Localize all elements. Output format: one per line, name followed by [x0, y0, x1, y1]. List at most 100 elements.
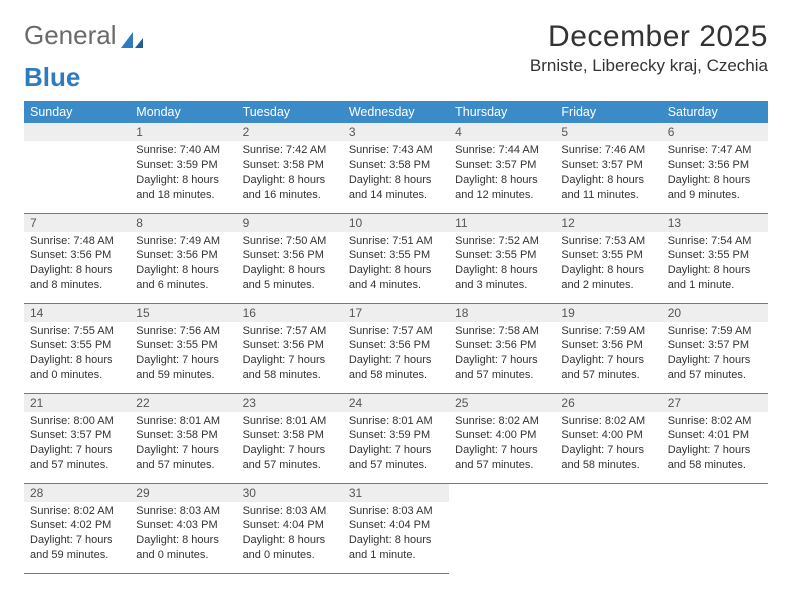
day-number: 27 [662, 394, 768, 412]
day-number: 26 [555, 394, 661, 412]
day-number: 2 [237, 123, 343, 141]
calendar-day-cell: 2Sunrise: 7:42 AMSunset: 3:58 PMDaylight… [237, 123, 343, 213]
calendar-day-cell: 7Sunrise: 7:48 AMSunset: 3:56 PMDaylight… [24, 213, 130, 303]
day-details: Sunrise: 7:46 AMSunset: 3:57 PMDaylight:… [555, 141, 661, 206]
calendar-week-row: 14Sunrise: 7:55 AMSunset: 3:55 PMDayligh… [24, 303, 768, 393]
day-number: 22 [130, 394, 236, 412]
calendar-day-cell: 22Sunrise: 8:01 AMSunset: 3:58 PMDayligh… [130, 393, 236, 483]
day-number: 6 [662, 123, 768, 141]
day-details: Sunrise: 7:51 AMSunset: 3:55 PMDaylight:… [343, 232, 449, 297]
calendar-week-row: 7Sunrise: 7:48 AMSunset: 3:56 PMDaylight… [24, 213, 768, 303]
day-details: Sunrise: 8:01 AMSunset: 3:58 PMDaylight:… [130, 412, 236, 477]
calendar-table: Sunday Monday Tuesday Wednesday Thursday… [24, 101, 768, 574]
day-number: 12 [555, 214, 661, 232]
calendar-day-cell: 4Sunrise: 7:44 AMSunset: 3:57 PMDaylight… [449, 123, 555, 213]
day-details: Sunrise: 8:03 AMSunset: 4:03 PMDaylight:… [130, 502, 236, 567]
day-header: Monday [130, 101, 236, 123]
calendar-day-cell: 29Sunrise: 8:03 AMSunset: 4:03 PMDayligh… [130, 483, 236, 573]
day-number: 20 [662, 304, 768, 322]
calendar-day-cell: 1Sunrise: 7:40 AMSunset: 3:59 PMDaylight… [130, 123, 236, 213]
day-number: 29 [130, 484, 236, 502]
day-number: 11 [449, 214, 555, 232]
day-details: Sunrise: 8:02 AMSunset: 4:00 PMDaylight:… [449, 412, 555, 477]
day-number: 9 [237, 214, 343, 232]
logo-text-blue: Blue [24, 62, 80, 92]
day-details: Sunrise: 7:50 AMSunset: 3:56 PMDaylight:… [237, 232, 343, 297]
calendar-day-cell: 14Sunrise: 7:55 AMSunset: 3:55 PMDayligh… [24, 303, 130, 393]
day-number: 13 [662, 214, 768, 232]
day-details: Sunrise: 7:44 AMSunset: 3:57 PMDaylight:… [449, 141, 555, 206]
calendar-day-cell [449, 483, 555, 573]
calendar-day-cell: 28Sunrise: 8:02 AMSunset: 4:02 PMDayligh… [24, 483, 130, 573]
day-header-row: Sunday Monday Tuesday Wednesday Thursday… [24, 101, 768, 123]
day-number: 7 [24, 214, 130, 232]
day-details: Sunrise: 7:57 AMSunset: 3:56 PMDaylight:… [237, 322, 343, 387]
day-number: 30 [237, 484, 343, 502]
calendar-day-cell: 8Sunrise: 7:49 AMSunset: 3:56 PMDaylight… [130, 213, 236, 303]
day-number: 5 [555, 123, 661, 141]
day-number: 31 [343, 484, 449, 502]
calendar-day-cell: 5Sunrise: 7:46 AMSunset: 3:57 PMDaylight… [555, 123, 661, 213]
day-header: Sunday [24, 101, 130, 123]
day-number: 18 [449, 304, 555, 322]
calendar-day-cell [24, 123, 130, 213]
day-details: Sunrise: 7:59 AMSunset: 3:56 PMDaylight:… [555, 322, 661, 387]
day-number: 28 [24, 484, 130, 502]
day-details: Sunrise: 7:58 AMSunset: 3:56 PMDaylight:… [449, 322, 555, 387]
day-details: Sunrise: 7:48 AMSunset: 3:56 PMDaylight:… [24, 232, 130, 297]
day-number: 17 [343, 304, 449, 322]
day-details: Sunrise: 8:02 AMSunset: 4:01 PMDaylight:… [662, 412, 768, 477]
day-details: Sunrise: 8:00 AMSunset: 3:57 PMDaylight:… [24, 412, 130, 477]
calendar-day-cell: 11Sunrise: 7:52 AMSunset: 3:55 PMDayligh… [449, 213, 555, 303]
day-details: Sunrise: 8:01 AMSunset: 3:58 PMDaylight:… [237, 412, 343, 477]
logo-text-general: General [24, 20, 117, 51]
day-details: Sunrise: 8:02 AMSunset: 4:02 PMDaylight:… [24, 502, 130, 567]
day-number: 14 [24, 304, 130, 322]
day-details: Sunrise: 7:40 AMSunset: 3:59 PMDaylight:… [130, 141, 236, 206]
day-details: Sunrise: 8:02 AMSunset: 4:00 PMDaylight:… [555, 412, 661, 477]
day-number: 10 [343, 214, 449, 232]
calendar-day-cell: 10Sunrise: 7:51 AMSunset: 3:55 PMDayligh… [343, 213, 449, 303]
day-details: Sunrise: 7:59 AMSunset: 3:57 PMDaylight:… [662, 322, 768, 387]
calendar-day-cell: 13Sunrise: 7:54 AMSunset: 3:55 PMDayligh… [662, 213, 768, 303]
day-details: Sunrise: 7:55 AMSunset: 3:55 PMDaylight:… [24, 322, 130, 387]
calendar-day-cell: 25Sunrise: 8:02 AMSunset: 4:00 PMDayligh… [449, 393, 555, 483]
day-number: 23 [237, 394, 343, 412]
day-details: Sunrise: 7:43 AMSunset: 3:58 PMDaylight:… [343, 141, 449, 206]
calendar-day-cell: 9Sunrise: 7:50 AMSunset: 3:56 PMDaylight… [237, 213, 343, 303]
calendar-day-cell [662, 483, 768, 573]
day-number: 15 [130, 304, 236, 322]
calendar-day-cell: 16Sunrise: 7:57 AMSunset: 3:56 PMDayligh… [237, 303, 343, 393]
calendar-week-row: 1Sunrise: 7:40 AMSunset: 3:59 PMDaylight… [24, 123, 768, 213]
day-details: Sunrise: 7:56 AMSunset: 3:55 PMDaylight:… [130, 322, 236, 387]
day-number: 21 [24, 394, 130, 412]
day-details: Sunrise: 7:54 AMSunset: 3:55 PMDaylight:… [662, 232, 768, 297]
day-number: 8 [130, 214, 236, 232]
day-header: Wednesday [343, 101, 449, 123]
day-number: 1 [130, 123, 236, 141]
calendar-body: 1Sunrise: 7:40 AMSunset: 3:59 PMDaylight… [24, 123, 768, 573]
day-details: Sunrise: 8:03 AMSunset: 4:04 PMDaylight:… [343, 502, 449, 567]
calendar-day-cell: 27Sunrise: 8:02 AMSunset: 4:01 PMDayligh… [662, 393, 768, 483]
day-details: Sunrise: 8:03 AMSunset: 4:04 PMDaylight:… [237, 502, 343, 567]
calendar-day-cell: 30Sunrise: 8:03 AMSunset: 4:04 PMDayligh… [237, 483, 343, 573]
calendar-day-cell: 26Sunrise: 8:02 AMSunset: 4:00 PMDayligh… [555, 393, 661, 483]
day-number: 3 [343, 123, 449, 141]
day-header: Friday [555, 101, 661, 123]
calendar-day-cell: 3Sunrise: 7:43 AMSunset: 3:58 PMDaylight… [343, 123, 449, 213]
calendar-day-cell: 12Sunrise: 7:53 AMSunset: 3:55 PMDayligh… [555, 213, 661, 303]
day-number: 25 [449, 394, 555, 412]
day-header: Thursday [449, 101, 555, 123]
day-details: Sunrise: 7:47 AMSunset: 3:56 PMDaylight:… [662, 141, 768, 206]
calendar-page: General December 2025 Brniste, Liberecky… [0, 0, 792, 574]
calendar-day-cell: 21Sunrise: 8:00 AMSunset: 3:57 PMDayligh… [24, 393, 130, 483]
calendar-day-cell: 17Sunrise: 7:57 AMSunset: 3:56 PMDayligh… [343, 303, 449, 393]
day-details: Sunrise: 7:53 AMSunset: 3:55 PMDaylight:… [555, 232, 661, 297]
calendar-day-cell: 18Sunrise: 7:58 AMSunset: 3:56 PMDayligh… [449, 303, 555, 393]
calendar-day-cell: 20Sunrise: 7:59 AMSunset: 3:57 PMDayligh… [662, 303, 768, 393]
logo-sail-icon [119, 26, 145, 46]
day-header: Saturday [662, 101, 768, 123]
calendar-day-cell: 24Sunrise: 8:01 AMSunset: 3:59 PMDayligh… [343, 393, 449, 483]
day-header: Tuesday [237, 101, 343, 123]
calendar-week-row: 21Sunrise: 8:00 AMSunset: 3:57 PMDayligh… [24, 393, 768, 483]
